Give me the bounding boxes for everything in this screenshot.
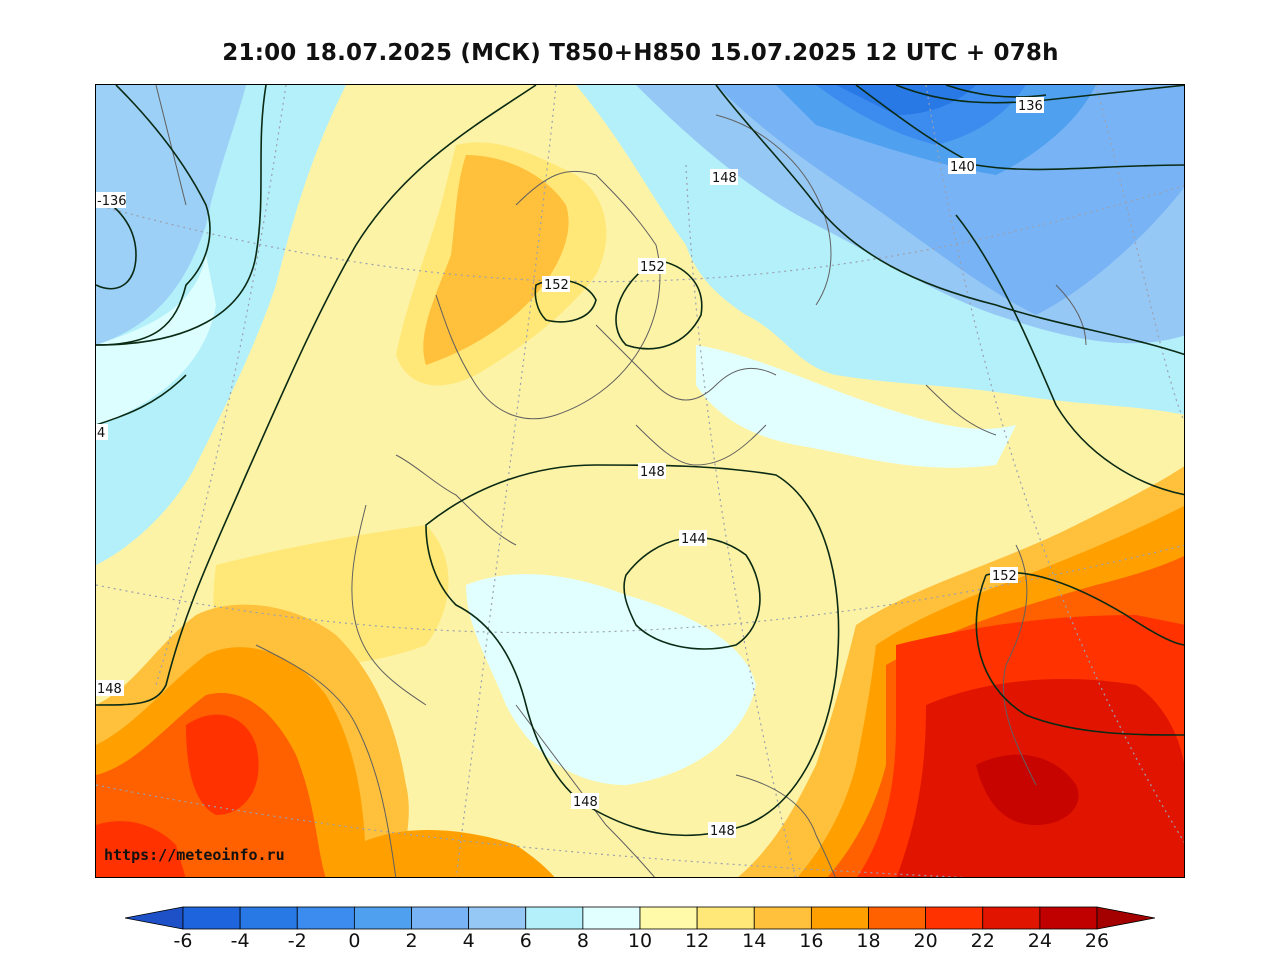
weather-map[interactable]: 136 140 148 152 152 -136 4 148 148 144 1… [95, 84, 1185, 878]
colorbar-under-arrow [125, 906, 184, 930]
colorbar-tick-label: 6 [519, 930, 532, 952]
colorbar-tick-label: 12 [685, 930, 710, 952]
coastlines [155, 85, 1087, 877]
svg-text:152: 152 [640, 260, 665, 275]
contour-label: 148 [96, 680, 124, 697]
svg-text:148: 148 [710, 824, 735, 839]
temperature-colorbar [125, 906, 1155, 930]
svg-text:148: 148 [712, 171, 737, 186]
colorbar-tick-label: -4 [230, 930, 250, 952]
contour-label: 140 [948, 158, 976, 175]
colorbar-cell [182, 906, 241, 930]
svg-text:4: 4 [97, 426, 105, 441]
colorbar-cell [411, 906, 470, 930]
colorbar-cell [925, 906, 984, 930]
colorbar-cell [582, 906, 641, 930]
colorbar-cell [753, 906, 812, 930]
contour-labels: 136 140 148 152 152 -136 4 148 148 144 1… [96, 97, 1044, 839]
contour-label: 148 [638, 463, 666, 480]
source-watermark: https://meteoinfo.ru [104, 846, 285, 864]
contour-label: 152 [638, 258, 666, 275]
colorbar-tick-label: 10 [627, 930, 653, 952]
colorbar-tick-label: -2 [287, 930, 307, 952]
contour-label: 148 [708, 822, 736, 839]
temp-region-warm-scandinavia [423, 155, 569, 365]
colorbar-over-arrow [1096, 906, 1155, 930]
colorbar-cell [353, 906, 412, 930]
contour-label: 152 [990, 567, 1018, 584]
colorbar-cell [525, 906, 584, 930]
svg-text:144: 144 [681, 532, 706, 547]
contour-label: 148 [710, 169, 738, 186]
colorbar-tick-label: 18 [856, 930, 881, 952]
temp-region-cool-pool [466, 574, 756, 785]
contour-label: 144 [679, 530, 707, 547]
svg-text:148: 148 [97, 682, 122, 697]
colorbar-cell [868, 906, 927, 930]
colorbar-cell [468, 906, 527, 930]
svg-text:148: 148 [573, 795, 598, 810]
colorbar-cell [239, 906, 298, 930]
svg-text:152: 152 [992, 569, 1017, 584]
contour-label: 148 [571, 793, 599, 810]
colorbar-cell [296, 906, 355, 930]
colorbar-tick-label: 22 [970, 930, 995, 952]
colorbar-tick-label: 8 [576, 930, 589, 952]
colorbar-cell [696, 906, 755, 930]
svg-text:152: 152 [544, 278, 569, 293]
contour-label: 152 [542, 276, 570, 293]
colorbar-tick-label: 16 [799, 930, 824, 952]
contour-label: -136 [96, 192, 127, 209]
colorbar-cell [810, 906, 869, 930]
colorbar-tick-label: -6 [173, 930, 193, 952]
temp-region-colder-nw [96, 85, 246, 345]
colorbar-cell [982, 906, 1041, 930]
svg-text:136: 136 [1018, 99, 1043, 114]
map-title: 21:00 18.07.2025 (МСК) T850+H850 15.07.2… [222, 40, 1059, 66]
colorbar-tick-label: 14 [742, 930, 767, 952]
colorbar-cell [639, 906, 698, 930]
contour-label: 4 [96, 424, 108, 441]
map-canvas: 136 140 148 152 152 -136 4 148 148 144 1… [96, 85, 1184, 877]
colorbar-tick-label: 2 [405, 930, 418, 952]
colorbar-tick-label: 0 [348, 930, 361, 952]
colorbar-tick-label: 26 [1084, 930, 1110, 952]
colorbar-tick-label: 24 [1027, 930, 1052, 952]
svg-text:-136: -136 [97, 194, 127, 209]
svg-text:148: 148 [640, 465, 665, 480]
contour-label: 136 [1016, 97, 1044, 114]
svg-text:140: 140 [950, 160, 975, 175]
colorbar-cell [1039, 906, 1098, 930]
colorbar-tick-label: 20 [913, 930, 938, 952]
colorbar-tick-label: 4 [462, 930, 475, 952]
